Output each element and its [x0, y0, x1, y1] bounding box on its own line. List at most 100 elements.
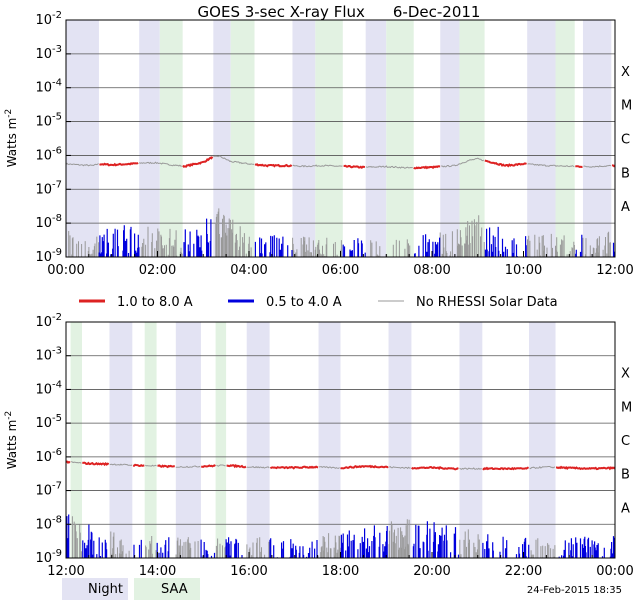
series-short-channel	[98, 218, 616, 257]
series-short-channel	[66, 514, 616, 558]
y-tick-label: 10-9	[35, 247, 62, 265]
y-tick-labels-bottom: 10-9 10-8 10-7 10-6 10-5 10-4 10-3 10-2	[35, 312, 71, 566]
night-band	[246, 322, 270, 558]
flare-class-X: X	[621, 367, 630, 382]
flare-class-C: C	[621, 434, 630, 449]
x-tick-label: 00:00	[596, 564, 633, 579]
flare-class-M: M	[621, 99, 632, 114]
y-tick-label: 10-3	[35, 346, 62, 364]
grid-layer-bottom	[66, 355, 615, 525]
flare-class-M: M	[621, 400, 632, 415]
grid-layer-top	[66, 53, 615, 224]
x-tick-label: 08:00	[413, 263, 450, 278]
x-tick-label: 14:00	[139, 564, 176, 579]
band-layer-top	[66, 20, 612, 257]
saa-band	[386, 20, 414, 257]
x-tick-label: 18:00	[322, 564, 359, 579]
chart-title: GOES 3-sec X-ray Flux 6-Dec-2011	[198, 3, 481, 21]
night-key-label: Night	[88, 582, 123, 597]
band-key: Night SAA	[62, 578, 200, 600]
saa-band	[459, 20, 485, 257]
flare-class-B: B	[621, 166, 630, 181]
flare-class-A: A	[621, 501, 630, 516]
y-tick-label: 10-9	[35, 548, 62, 566]
y-tick-label: 10-3	[35, 44, 62, 62]
y-tick-label: 10-7	[35, 481, 62, 499]
flare-class-X: X	[621, 65, 630, 80]
bottom-panel: 10-9 10-8 10-7 10-6 10-5 10-4 10-3 10-2 A B C M X 1…	[4, 312, 634, 579]
flare-class-B: B	[621, 468, 630, 483]
series-long-norhessi	[71, 461, 556, 470]
x-tick-label: 00:00	[47, 263, 84, 278]
series-legend: 1.0 to 8.0 A 0.5 to 4.0 A No RHESSI Sola…	[79, 295, 558, 310]
series-layer-top	[65, 155, 616, 257]
saa-band	[144, 322, 157, 558]
x-tick-label: 10:00	[505, 263, 542, 278]
y-tick-label: 10-4	[35, 78, 62, 96]
flare-class-C: C	[621, 133, 630, 148]
series-short-norhessi	[71, 516, 556, 558]
series-short-norhessi	[68, 208, 611, 257]
night-band	[582, 20, 612, 257]
legend-label-short: 0.5 to 4.0 A	[266, 295, 342, 310]
y-tick-label: 10-7	[35, 179, 62, 197]
x-tick-label: 20:00	[413, 564, 450, 579]
night-key-swatch	[62, 578, 128, 600]
legend-label-long: 1.0 to 8.0 A	[117, 295, 193, 310]
y-tick-label: 10-2	[35, 312, 62, 330]
night-band	[528, 322, 556, 558]
x-tick-label: 22:00	[505, 564, 542, 579]
x-tick-label: 06:00	[322, 263, 359, 278]
night-band	[213, 20, 231, 257]
y-tick-labels-top: 10-9 10-8 10-7 10-6 10-5 10-4 10-3 10-2	[35, 10, 71, 265]
flare-class-A: A	[621, 200, 630, 215]
y-tick-label: 10-6	[35, 145, 62, 163]
y-tick-label: 10-5	[35, 112, 62, 130]
series-layer-bottom	[65, 460, 616, 558]
band-layer-bottom	[70, 322, 556, 558]
saa-key-swatch	[134, 578, 200, 600]
y-tick-label: 10-5	[35, 413, 62, 431]
night-band	[139, 20, 160, 257]
x-tick-label: 16:00	[230, 564, 267, 579]
series-long-channel	[99, 156, 616, 170]
x-tick-labels-bottom: 12:00 14:00 16:00 18:00 20:00 22:00 00:00	[47, 552, 634, 579]
footer-timestamp: 24-Feb-2015 18:35	[527, 585, 622, 596]
saa-band	[230, 20, 255, 257]
y-axis-label-top: Watts m-2	[4, 109, 19, 168]
flare-class-labels-bottom: A B C M X	[621, 367, 632, 517]
night-band	[388, 322, 412, 558]
series-long-norhessi	[65, 155, 612, 169]
saa-key-label: SAA	[161, 582, 188, 597]
night-band	[175, 322, 201, 558]
flare-class-labels: A B C M X	[621, 65, 632, 215]
night-band	[459, 322, 483, 558]
night-band	[318, 322, 341, 558]
y-tick-label: 10-6	[35, 447, 62, 465]
night-band	[527, 20, 556, 257]
x-tick-label: 12:00	[47, 564, 84, 579]
night-band	[109, 322, 133, 558]
y-axis-label-bottom: Watts m-2	[4, 411, 19, 470]
night-band	[292, 20, 316, 257]
night-band	[440, 20, 460, 257]
saa-band	[70, 322, 83, 558]
saa-band	[555, 20, 575, 257]
legend-label-norhessi: No RHESSI Solar Data	[416, 295, 558, 310]
night-band	[66, 20, 99, 257]
y-tick-label: 10-4	[35, 379, 62, 397]
x-tick-labels-top: 00:00 02:00 04:00 06:00 08:00 10:00 12:00	[47, 251, 634, 278]
top-panel: 10-9 10-8 10-7 10-6 10-5 10-4 10-3 10-2 A B C M X 0…	[4, 10, 634, 278]
y-tick-label: 10-8	[35, 213, 62, 231]
saa-band	[159, 20, 183, 257]
x-tick-label: 04:00	[230, 263, 267, 278]
saa-band	[215, 322, 227, 558]
x-tick-label: 12:00	[596, 263, 633, 278]
y-tick-label: 10-2	[35, 10, 62, 28]
x-tick-label: 02:00	[139, 263, 176, 278]
series-long-channel	[65, 460, 616, 471]
saa-band	[315, 20, 343, 257]
y-tick-label: 10-8	[35, 514, 62, 532]
night-band	[365, 20, 387, 257]
